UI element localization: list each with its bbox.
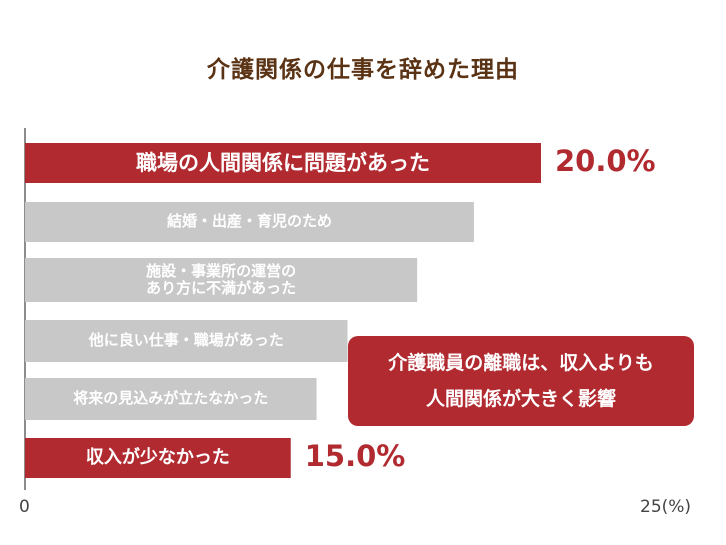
- bar-label-5: 収入が少なかった: [85, 446, 230, 468]
- x-tick-0: 0: [19, 497, 30, 517]
- bar-3: [25, 320, 348, 362]
- bar-label-0: 職場の人間関係に問題があった: [136, 150, 430, 175]
- bar-5: [25, 438, 291, 478]
- callout-line-2: 人間関係が大きく影響: [425, 388, 616, 410]
- bar-label-1: 結婚・出産・育児のため: [166, 212, 332, 231]
- value-label-0: 20.0%: [555, 144, 656, 178]
- chart-title: 介護関係の仕事を辞めた理由: [207, 57, 519, 83]
- bar-2: [25, 258, 418, 302]
- bar-label-2: 施設・事業所の運営の あり方に不満があった: [146, 261, 297, 297]
- callout-box: 介護職員の離職は、収入よりも 人間関係が大きく影響: [348, 336, 694, 426]
- value-label-5: 15.0%: [304, 439, 406, 473]
- bar-label-4: 将来の見込みが立たなかった: [73, 389, 269, 408]
- callout-line-1: 介護職員の離職は、収入よりも: [388, 351, 654, 374]
- bar-0: [25, 143, 541, 183]
- bar-4: [25, 378, 317, 420]
- bar-label-3: 他に良い仕事・職場があった: [88, 331, 284, 350]
- x-tick-1: 25(%): [640, 497, 692, 517]
- bar-1: [25, 202, 474, 242]
